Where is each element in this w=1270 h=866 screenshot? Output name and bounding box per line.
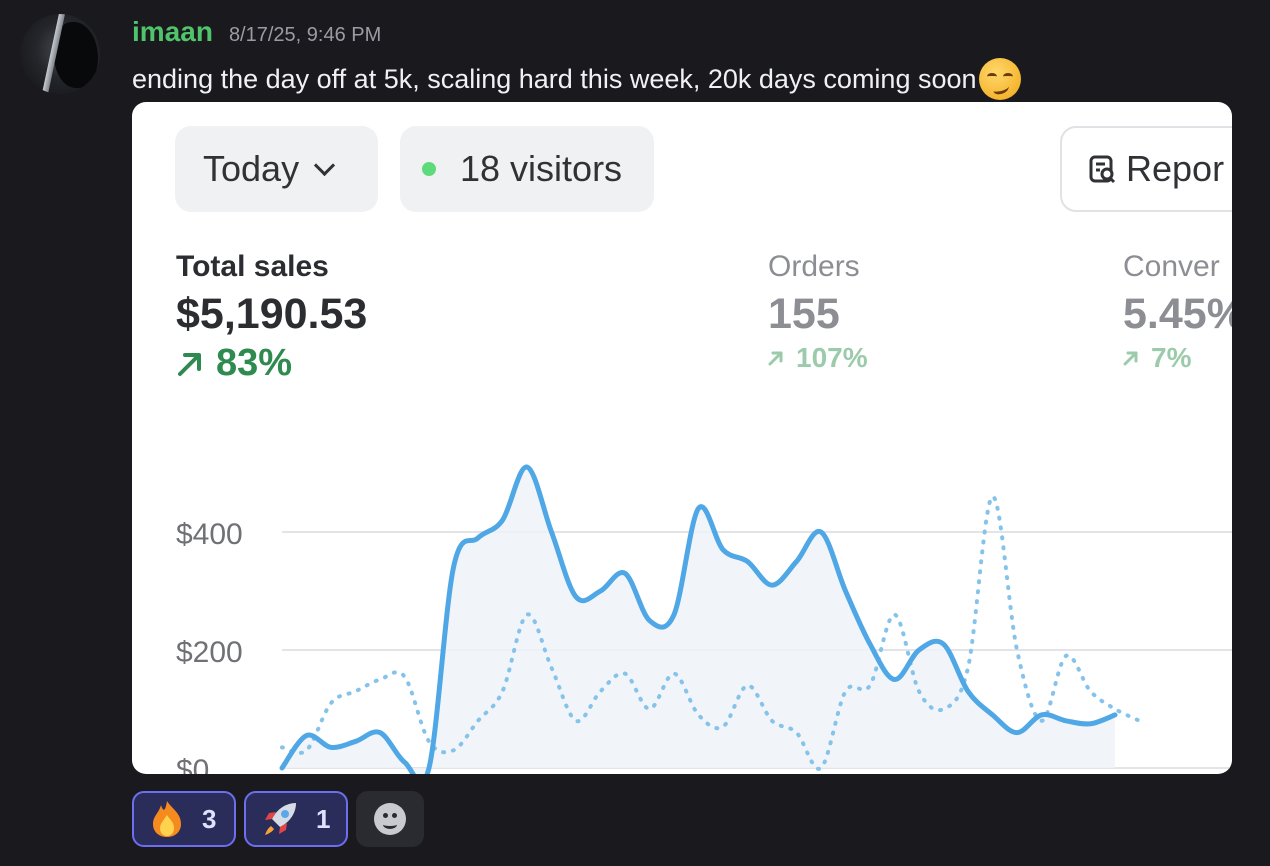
message-text: ending the day off at 5k, scaling hard t… [132, 58, 1021, 100]
username[interactable]: imaan [132, 16, 213, 47]
metric-conversion-change: 7% [1123, 342, 1191, 374]
series-today-line [279, 464, 1118, 774]
arrow-up-right-icon [1123, 351, 1138, 366]
sales-chart: $400 $200 $0 [176, 464, 1232, 774]
y-tick-label: $200 [176, 636, 243, 669]
live-dot-icon [422, 162, 436, 176]
y-tick-label: $0 [176, 754, 209, 774]
visitors-badge[interactable]: 18 visitors [400, 126, 654, 212]
dashboard-screenshot[interactable]: Today 18 visitors Repor Total sales $5,1… [132, 102, 1232, 774]
smirking-face-emoji-icon[interactable] [978, 58, 1021, 100]
avatar-hair [54, 22, 98, 88]
reaction-fire[interactable]: 3 [132, 791, 236, 847]
metric-conversion-label: Conver [1123, 250, 1220, 283]
reactions-bar: 3 1 [132, 791, 424, 847]
metric-total-sales-change: 83% [176, 342, 292, 385]
arrow-up-right-icon [768, 351, 783, 366]
message-header: imaan 8/17/25, 9:46 PM [132, 16, 381, 52]
reaction-fire-count: 3 [202, 803, 217, 834]
arrow-up-right-icon [178, 352, 201, 376]
metric-conversion-change-value: 7% [1151, 342, 1192, 373]
add-reaction-icon [374, 803, 406, 835]
metric-total-sales-value: $5,190.53 [176, 290, 368, 338]
metric-total-sales-label: Total sales [176, 250, 329, 283]
reaction-rocket[interactable]: 1 [244, 791, 348, 847]
metric-orders-label: Orders [768, 250, 860, 283]
metric-conversion-value: 5.45% [1123, 290, 1232, 338]
report-icon [1089, 155, 1116, 184]
timestamp[interactable]: 8/17/25, 9:46 PM [228, 24, 382, 46]
user-avatar[interactable] [20, 14, 100, 94]
message-body: ending the day off at 5k, scaling hard t… [132, 63, 977, 94]
metric-orders-value: 155 [768, 290, 840, 338]
metric-total-sales-change-value: 83% [216, 342, 293, 384]
add-reaction-button[interactable] [356, 791, 424, 847]
date-range-label: Today [203, 148, 300, 189]
series-comparison-line [280, 494, 1142, 771]
report-button[interactable]: Repor [1060, 126, 1232, 212]
fire-icon [153, 801, 181, 837]
date-range-dropdown[interactable]: Today [175, 126, 378, 212]
reaction-rocket-count: 1 [316, 803, 331, 834]
y-tick-label: $400 [176, 518, 243, 551]
rocket-icon [265, 803, 296, 835]
series-today-area [282, 467, 1115, 774]
metric-orders-change-value: 107% [796, 342, 868, 373]
visitors-label: 18 visitors [460, 148, 623, 189]
report-label: Repor [1126, 148, 1225, 189]
metric-orders-change: 107% [768, 342, 868, 374]
